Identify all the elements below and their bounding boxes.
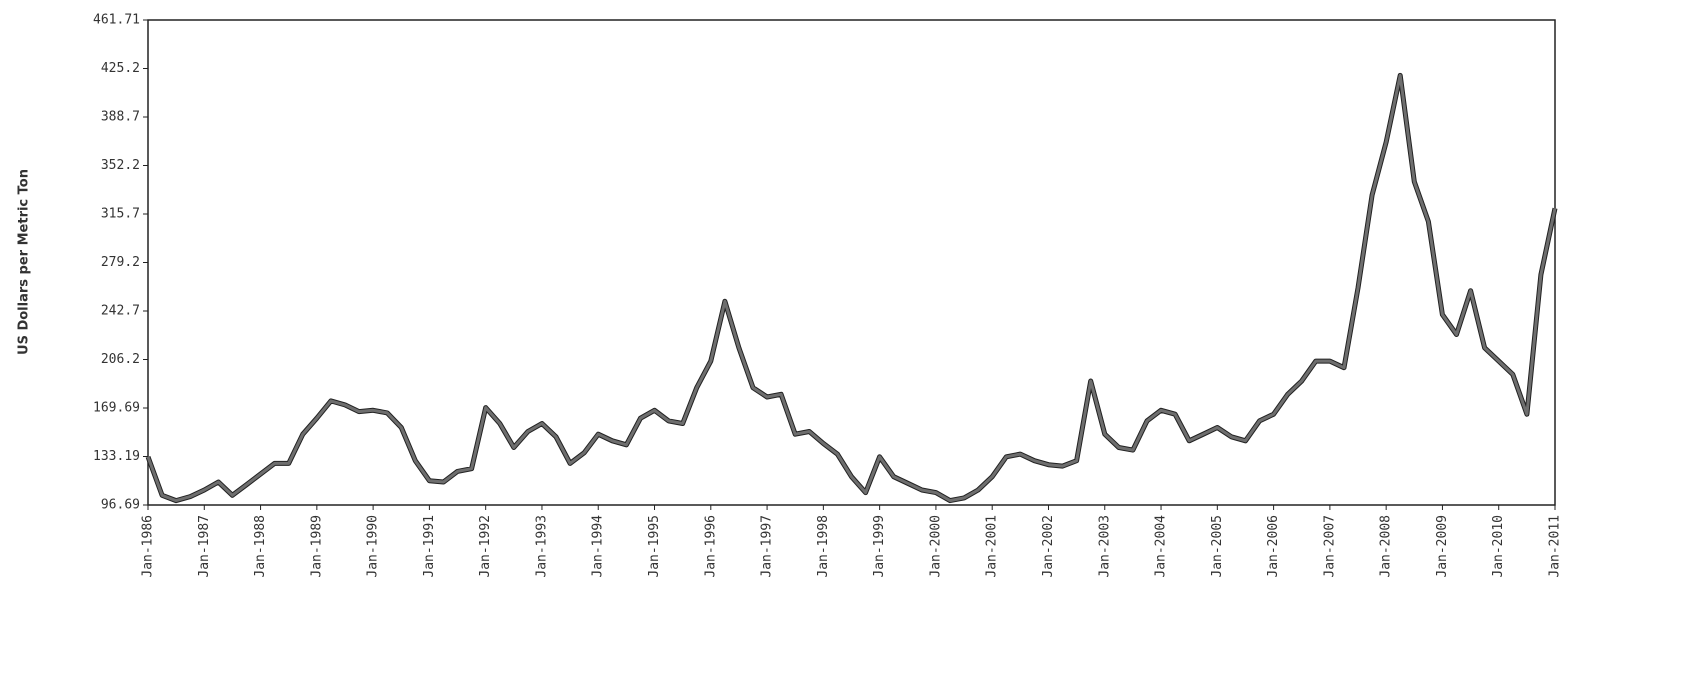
y-tick-label: 96.69 — [101, 498, 140, 513]
x-tick-label: Jan-2003 — [1097, 515, 1112, 578]
x-tick-label: Jan-1996 — [703, 515, 718, 578]
x-tick-label: Jan-1986 — [141, 515, 156, 578]
x-tick-label: Jan-1993 — [534, 515, 549, 578]
y-tick-label: 461.71 — [93, 13, 140, 28]
y-tick-label: 425.2 — [101, 61, 140, 76]
x-tick-label: Jan-1992 — [478, 515, 493, 578]
y-axis-title: US Dollars per Metric Ton — [17, 169, 32, 355]
x-tick-label: Jan-1989 — [309, 515, 324, 578]
x-tick-label: Jan-1998 — [816, 515, 831, 578]
x-tick-label: Jan-2007 — [1322, 515, 1337, 578]
x-tick-label: Jan-2001 — [985, 515, 1000, 578]
x-tick-label: Jan-2011 — [1548, 515, 1563, 578]
y-tick-label: 133.19 — [93, 449, 140, 464]
x-tick-label: Jan-2002 — [1041, 515, 1056, 578]
data-line — [146, 73, 1557, 503]
x-tick-label: Jan-1997 — [760, 515, 775, 578]
x-tick-label: Jan-1988 — [253, 515, 268, 578]
x-tick-label: Jan-2010 — [1491, 515, 1506, 578]
x-tick-label: Jan-1999 — [872, 515, 887, 578]
line-outline — [145, 72, 1558, 504]
x-tick-label: Jan-2000 — [928, 515, 943, 578]
x-tick-label: Jan-2006 — [1266, 515, 1281, 578]
x-tick-label: Jan-2004 — [1154, 515, 1169, 578]
y-tick-label: 352.2 — [101, 158, 140, 173]
x-tick-label: Jan-1990 — [366, 515, 381, 578]
plot-frame — [147, 19, 1556, 506]
x-tick-label: Jan-1987 — [197, 515, 212, 578]
x-tick-label: Jan-1994 — [591, 515, 606, 578]
x-tick-label: Jan-1991 — [422, 515, 437, 578]
x-tick-label: Jan-2009 — [1435, 515, 1450, 578]
x-tick-label: Jan-2008 — [1379, 515, 1394, 578]
y-tick-label: 315.7 — [101, 207, 140, 222]
x-tick-label: Jan-2005 — [1210, 515, 1225, 578]
y-tick-label: 169.69 — [93, 401, 140, 416]
x-tick-label: Jan-1995 — [647, 515, 662, 578]
y-tick-label: 388.7 — [101, 110, 140, 125]
y-tick-label: 206.2 — [101, 352, 140, 367]
y-tick-label: 242.7 — [101, 303, 140, 318]
y-tick-label: 279.2 — [101, 255, 140, 270]
